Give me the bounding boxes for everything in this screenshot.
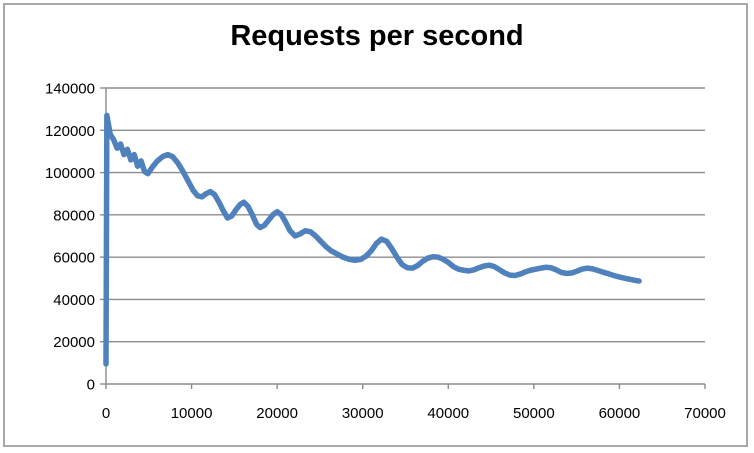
y-axis-tick-label: 80000 (53, 207, 95, 224)
y-axis-tick-label: 20000 (53, 334, 95, 351)
x-axis-tick-label: 0 (102, 405, 110, 422)
data-series-line (103, 112, 642, 367)
y-axis-tick-label: 0 (87, 377, 95, 394)
chart-title: Requests per second (230, 20, 524, 52)
x-axis-tick-label: 40000 (427, 405, 469, 422)
y-axis-tick-label: 40000 (53, 292, 95, 309)
x-axis-tick-label: 30000 (342, 405, 384, 422)
x-axis-tick-label: 60000 (599, 405, 641, 422)
x-axis-tick-label: 70000 (684, 405, 726, 422)
y-axis-tick-label: 60000 (53, 250, 95, 267)
chart-frame (3, 3, 748, 447)
x-axis-tick-label: 20000 (256, 405, 298, 422)
y-axis-tick-label: 100000 (45, 165, 95, 182)
y-axis-tick-label: 120000 (45, 123, 95, 140)
y-axis-tick-label: 140000 (45, 81, 95, 98)
x-axis-tick-label: 10000 (171, 405, 213, 422)
x-axis-tick-label: 50000 (513, 405, 555, 422)
